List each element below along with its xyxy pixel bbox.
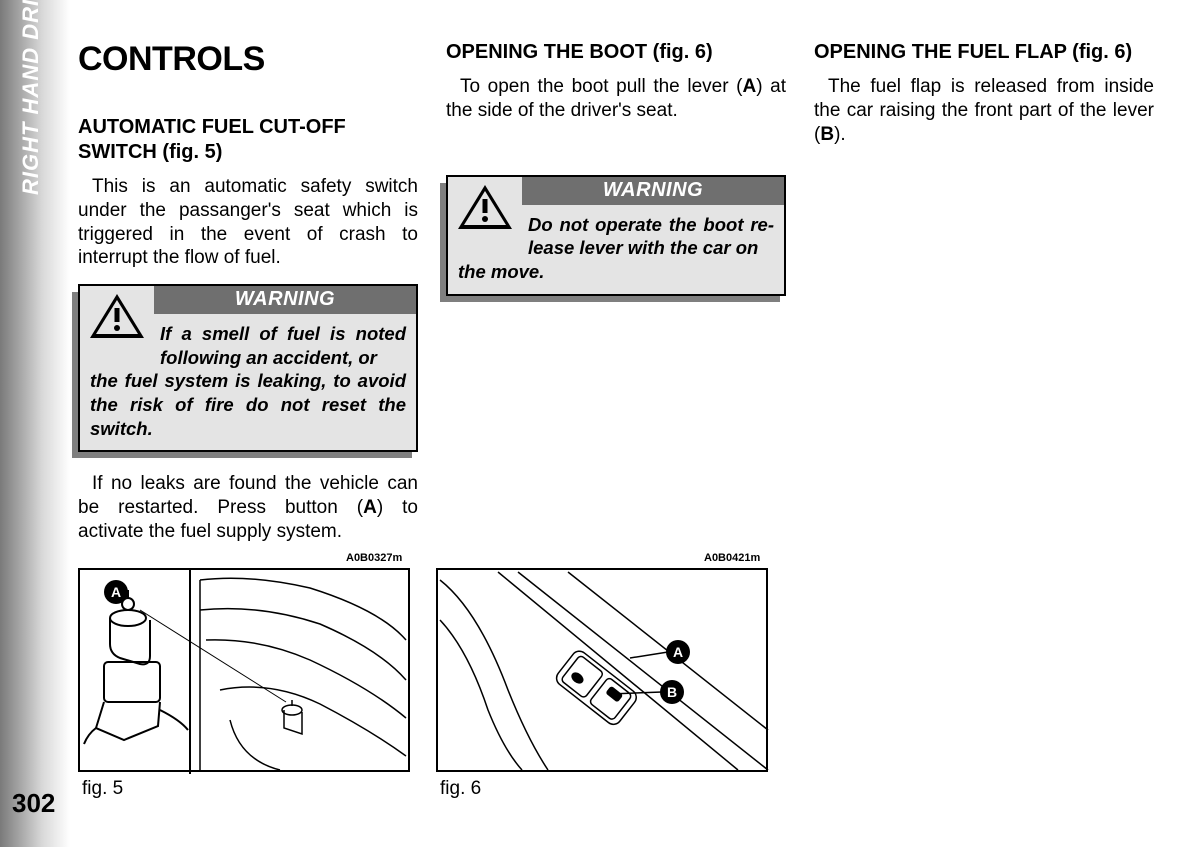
warning-triangle-icon — [456, 183, 514, 233]
warning-header: WARNING — [154, 286, 416, 314]
svg-text:A: A — [673, 644, 683, 660]
page-content: CONTROLS AUTOMATIC FUEL CUT-OFF SWITCH (… — [78, 40, 1168, 558]
column-1: CONTROLS AUTOMATIC FUEL CUT-OFF SWITCH (… — [78, 40, 418, 558]
paragraph: If no leaks are found the vehicle can be… — [78, 472, 418, 543]
warning-box-boot: WARNING Do not operate the boot re-lease… — [446, 175, 786, 296]
page-number: 302 — [12, 788, 55, 819]
warning-triangle-icon — [88, 292, 146, 342]
figure-caption: fig. 6 — [440, 778, 481, 800]
paragraph: The fuel flap is released from inside th… — [814, 75, 1154, 146]
paragraph: This is an automatic safety switch under… — [78, 175, 418, 270]
column-2: OPENING THE BOOT (fig. 6) To open the bo… — [446, 40, 786, 558]
section-heading-fuel-cutoff: AUTOMATIC FUEL CUT-OFF SWITCH (fig. 5) — [78, 115, 418, 165]
svg-text:A: A — [111, 584, 121, 600]
svg-text:B: B — [667, 684, 677, 700]
column-3: OPENING THE FUEL FLAP (fig. 6) The fuel … — [814, 40, 1154, 558]
figure-code: A0B0327m — [346, 552, 402, 564]
figure-6: A B — [436, 568, 768, 772]
side-tab-label: RIGHT HAND DRIVE VERSION — [18, 0, 44, 195]
figure-5: A — [78, 568, 410, 772]
section-heading-boot: OPENING THE BOOT (fig. 6) — [446, 40, 786, 65]
page-title: CONTROLS — [78, 40, 418, 79]
warning-box-fuel: WARNING If a smell of fuel is noted foll… — [78, 284, 418, 452]
section-heading-fuel-flap: OPENING THE FUEL FLAP (fig. 6) — [814, 40, 1154, 65]
figure-caption: fig. 5 — [82, 778, 123, 800]
paragraph: To open the boot pull the lever (A) at t… — [446, 75, 786, 123]
figure-code: A0B0421m — [704, 552, 760, 564]
warning-header: WARNING — [522, 177, 784, 205]
